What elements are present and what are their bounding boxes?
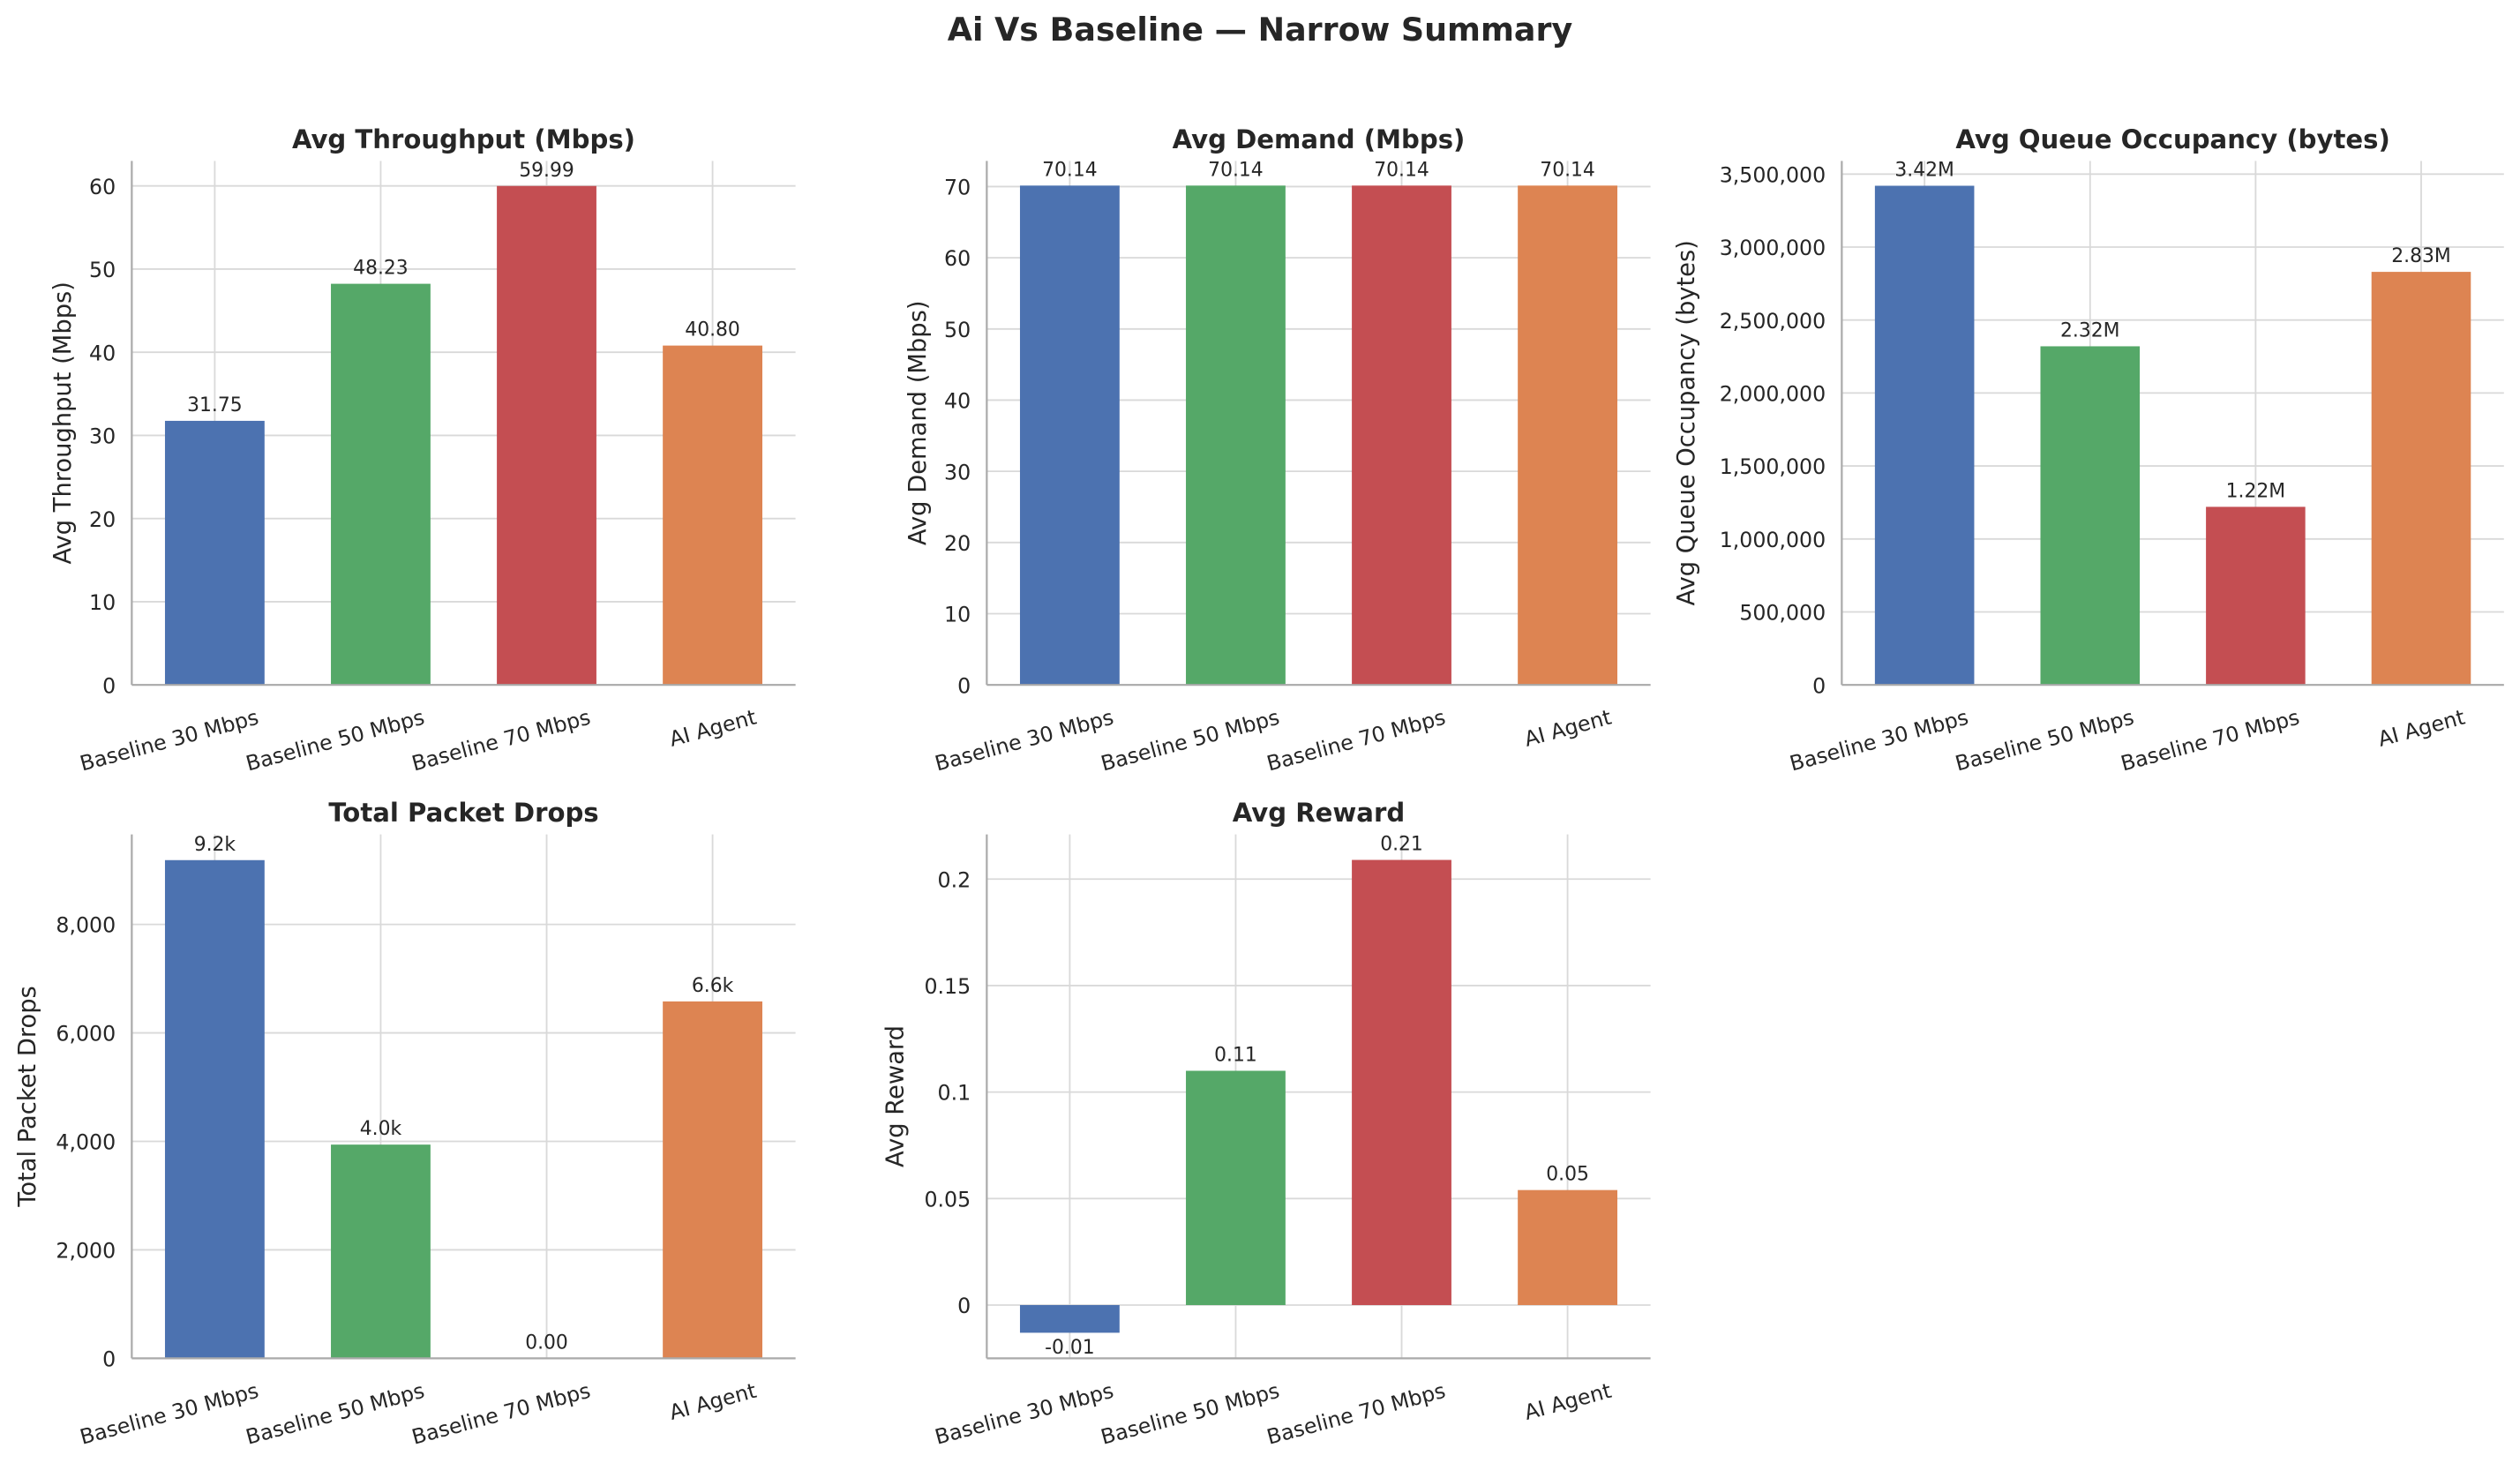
bar bbox=[1186, 1070, 1286, 1306]
value-label: 70.14 bbox=[1540, 159, 1595, 181]
y-tick-label: 0 bbox=[1812, 673, 1826, 698]
value-label: -0.01 bbox=[1045, 1337, 1095, 1359]
bar bbox=[1352, 185, 1451, 686]
value-label: 40.80 bbox=[685, 319, 740, 341]
value-label: 2.32M bbox=[2060, 320, 2119, 342]
y-tick-label: 30 bbox=[89, 424, 116, 449]
bar bbox=[1019, 1305, 1120, 1333]
value-label: 9.2k bbox=[194, 834, 236, 856]
y-axis-label: Avg Throughput (Mbps) bbox=[49, 281, 77, 564]
chart-title: Avg Reward bbox=[1233, 798, 1405, 828]
y-tick-label: 0 bbox=[957, 673, 971, 698]
bar bbox=[331, 1144, 431, 1359]
y-tick-label: 0.15 bbox=[924, 974, 971, 999]
y-axis-label: Avg Reward bbox=[882, 1025, 910, 1167]
bar bbox=[1186, 185, 1286, 686]
y-tick-label: 2,500,000 bbox=[1720, 309, 1826, 334]
y-tick-label: 1,500,000 bbox=[1720, 454, 1826, 479]
bar bbox=[1874, 185, 1975, 686]
y-tick-label: 3,500,000 bbox=[1720, 162, 1826, 187]
bar bbox=[2371, 272, 2471, 686]
y-tick-label: 20 bbox=[89, 507, 116, 532]
bar bbox=[1019, 185, 1120, 686]
value-label: 6.6k bbox=[692, 975, 734, 997]
value-label: 4.0k bbox=[360, 1118, 402, 1140]
y-tick-label: 1,000,000 bbox=[1720, 528, 1826, 552]
y-tick-label: 40 bbox=[89, 341, 116, 365]
figure-title: Ai Vs Baseline — Narrow Summary bbox=[948, 11, 1573, 49]
y-axis-label: Avg Demand (Mbps) bbox=[904, 301, 932, 546]
value-label: 2.83M bbox=[2391, 245, 2450, 267]
y-tick-label: 40 bbox=[944, 389, 971, 414]
value-label: 0.21 bbox=[1380, 834, 1423, 856]
y-tick-label: 0 bbox=[957, 1294, 971, 1318]
y-tick-label: 50 bbox=[89, 258, 116, 282]
y-tick-label: 0.1 bbox=[938, 1081, 971, 1106]
value-label: 1.22M bbox=[2226, 480, 2285, 502]
bar bbox=[1518, 1189, 1617, 1306]
bar bbox=[1352, 859, 1451, 1306]
y-tick-label: 4,000 bbox=[56, 1130, 116, 1155]
y-tick-label: 8,000 bbox=[56, 913, 116, 938]
value-label: 59.99 bbox=[519, 160, 574, 182]
y-tick-label: 50 bbox=[944, 318, 971, 342]
y-tick-label: 0 bbox=[102, 673, 116, 698]
value-label: 0.00 bbox=[525, 1332, 568, 1354]
value-label: 3.42M bbox=[1894, 160, 1954, 182]
value-label: 70.14 bbox=[1374, 159, 1429, 181]
bar bbox=[663, 345, 762, 686]
y-tick-label: 6,000 bbox=[56, 1022, 116, 1047]
bar bbox=[497, 185, 596, 686]
y-tick-label: 0.2 bbox=[938, 867, 971, 892]
y-tick-label: 0 bbox=[102, 1347, 116, 1371]
value-label: 70.14 bbox=[1042, 159, 1098, 181]
bar bbox=[164, 859, 265, 1359]
y-tick-label: 10 bbox=[89, 590, 116, 615]
bar bbox=[1518, 185, 1617, 686]
y-tick-label: 3,000,000 bbox=[1720, 236, 1826, 260]
y-tick-label: 70 bbox=[944, 176, 971, 200]
y-tick-label: 60 bbox=[944, 246, 971, 271]
y-tick-label: 20 bbox=[944, 531, 971, 556]
y-tick-label: 0.05 bbox=[924, 1187, 971, 1212]
value-label: 48.23 bbox=[353, 258, 409, 280]
value-label: 0.11 bbox=[1214, 1045, 1257, 1067]
bar bbox=[164, 420, 265, 686]
bar bbox=[663, 1001, 762, 1359]
chart-title: Avg Throughput (Mbps) bbox=[292, 124, 635, 154]
y-tick-label: 2,000,000 bbox=[1720, 381, 1826, 406]
bar bbox=[2206, 506, 2306, 686]
y-tick-label: 500,000 bbox=[1739, 601, 1826, 626]
bar bbox=[2040, 346, 2141, 686]
value-label: 70.14 bbox=[1208, 159, 1264, 181]
chart-title: Avg Demand (Mbps) bbox=[1173, 124, 1466, 154]
y-tick-label: 60 bbox=[89, 175, 116, 199]
chart-title: Avg Queue Occupancy (bytes) bbox=[1955, 124, 2389, 154]
bar bbox=[331, 283, 431, 686]
y-axis-label: Avg Queue Occupancy (bytes) bbox=[1673, 240, 1700, 605]
value-label: 31.75 bbox=[187, 394, 243, 416]
y-tick-label: 10 bbox=[944, 603, 971, 627]
chart-title: Total Packet Drops bbox=[328, 798, 598, 828]
y-axis-label: Total Packet Drops bbox=[14, 986, 41, 1207]
value-label: 0.05 bbox=[1546, 1164, 1589, 1186]
y-tick-label: 30 bbox=[944, 460, 971, 484]
y-tick-label: 2,000 bbox=[56, 1239, 116, 1264]
